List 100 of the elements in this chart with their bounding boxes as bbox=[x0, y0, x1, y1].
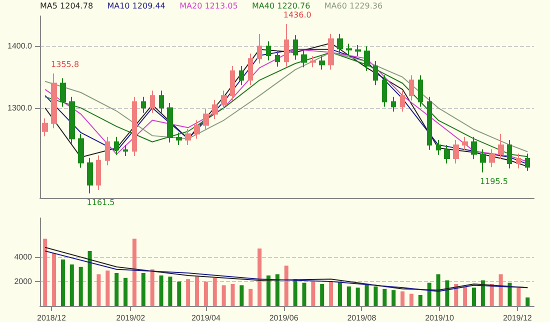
bar bbox=[124, 278, 128, 306]
annotation: 1195.5 bbox=[480, 176, 508, 186]
candlestick bbox=[400, 90, 405, 112]
candlestick bbox=[248, 53, 253, 86]
bar bbox=[346, 286, 351, 306]
candlestick bbox=[203, 108, 209, 131]
candlestick bbox=[293, 34, 298, 60]
bar bbox=[454, 284, 458, 306]
candlestick bbox=[42, 118, 48, 137]
bar bbox=[498, 274, 503, 306]
bar bbox=[374, 286, 378, 306]
bar bbox=[490, 284, 494, 306]
bar bbox=[508, 282, 512, 306]
annotation: 1161.5 bbox=[86, 198, 115, 207]
x-tick-label: 2019/06 bbox=[269, 314, 299, 322]
bar bbox=[526, 297, 530, 306]
bar bbox=[195, 276, 200, 306]
bar bbox=[382, 288, 387, 306]
text: MA60 1229.36 bbox=[324, 2, 383, 10]
candlestick bbox=[516, 153, 521, 169]
bar bbox=[436, 274, 440, 306]
x-tick-label: 2019/12 bbox=[502, 314, 532, 322]
bar bbox=[150, 269, 154, 306]
candlestick bbox=[141, 96, 146, 114]
candlestick bbox=[498, 133, 504, 160]
bar bbox=[427, 282, 432, 306]
candlestick bbox=[346, 43, 352, 56]
bar bbox=[364, 284, 369, 306]
candlestick bbox=[355, 44, 361, 57]
y-tick-label: 2000 bbox=[14, 277, 33, 286]
candlestick bbox=[123, 144, 128, 157]
x-tick-label: 2019/08 bbox=[347, 314, 377, 322]
annotation: 1355.8 bbox=[51, 60, 80, 69]
candlestick bbox=[409, 74, 414, 102]
candlestick bbox=[51, 73, 57, 129]
candlestick bbox=[373, 60, 378, 86]
candlestick bbox=[60, 78, 66, 108]
candlestick bbox=[167, 102, 173, 143]
candlestick bbox=[221, 90, 227, 110]
bar bbox=[418, 295, 422, 306]
candlestick bbox=[69, 96, 75, 144]
bar bbox=[141, 273, 146, 306]
candlestick bbox=[382, 74, 387, 108]
bar bbox=[480, 280, 485, 306]
candlestick bbox=[78, 133, 84, 168]
candlestick bbox=[337, 33, 343, 54]
candlestick bbox=[212, 99, 218, 120]
bar bbox=[78, 266, 83, 306]
bar bbox=[88, 251, 92, 306]
candlestick bbox=[239, 65, 244, 86]
candlestick bbox=[507, 140, 512, 169]
bar bbox=[392, 290, 396, 306]
bar bbox=[266, 275, 270, 306]
bar bbox=[186, 279, 190, 306]
bar bbox=[222, 285, 226, 306]
candlestick bbox=[462, 136, 468, 150]
text: MA5 1204.78 bbox=[40, 2, 94, 10]
candlestick bbox=[96, 154, 101, 190]
bar bbox=[463, 286, 468, 306]
bar bbox=[70, 264, 74, 306]
bar bbox=[177, 282, 182, 306]
x-tick-label: 2019/10 bbox=[425, 314, 455, 322]
bar bbox=[168, 276, 172, 306]
candlestick bbox=[266, 40, 271, 61]
bar bbox=[320, 284, 324, 306]
candlestick bbox=[87, 157, 93, 194]
candlestick bbox=[328, 33, 334, 70]
bar bbox=[472, 288, 476, 306]
bar bbox=[409, 294, 414, 306]
bar bbox=[230, 284, 235, 306]
bar bbox=[60, 260, 65, 306]
candlestick bbox=[185, 128, 191, 146]
candlestick bbox=[480, 148, 486, 173]
bar bbox=[248, 288, 253, 306]
bar bbox=[400, 291, 405, 306]
candlestick bbox=[301, 49, 307, 68]
bar bbox=[132, 238, 136, 306]
candlestick bbox=[489, 148, 495, 168]
bar bbox=[240, 285, 244, 306]
bar bbox=[311, 282, 316, 306]
x-tick-label: 2019/04 bbox=[191, 314, 221, 322]
y-tick-label: 4000 bbox=[14, 252, 33, 262]
candlestick bbox=[159, 90, 164, 114]
candlestick bbox=[471, 136, 477, 160]
bar bbox=[43, 238, 48, 306]
x-tick-label: 2019/02 bbox=[116, 314, 146, 322]
candlestick bbox=[444, 144, 450, 164]
candlestick bbox=[418, 74, 423, 108]
bar bbox=[284, 266, 288, 306]
text: MA10 1209.44 bbox=[107, 2, 166, 10]
candlestick bbox=[257, 33, 262, 64]
candlestick bbox=[194, 120, 200, 140]
bar bbox=[516, 288, 521, 306]
bar bbox=[445, 280, 450, 306]
candlestick bbox=[176, 132, 182, 146]
candlestick bbox=[453, 140, 459, 164]
bar bbox=[106, 270, 110, 306]
bar bbox=[275, 274, 280, 306]
bar bbox=[159, 275, 164, 306]
bar bbox=[212, 278, 217, 306]
